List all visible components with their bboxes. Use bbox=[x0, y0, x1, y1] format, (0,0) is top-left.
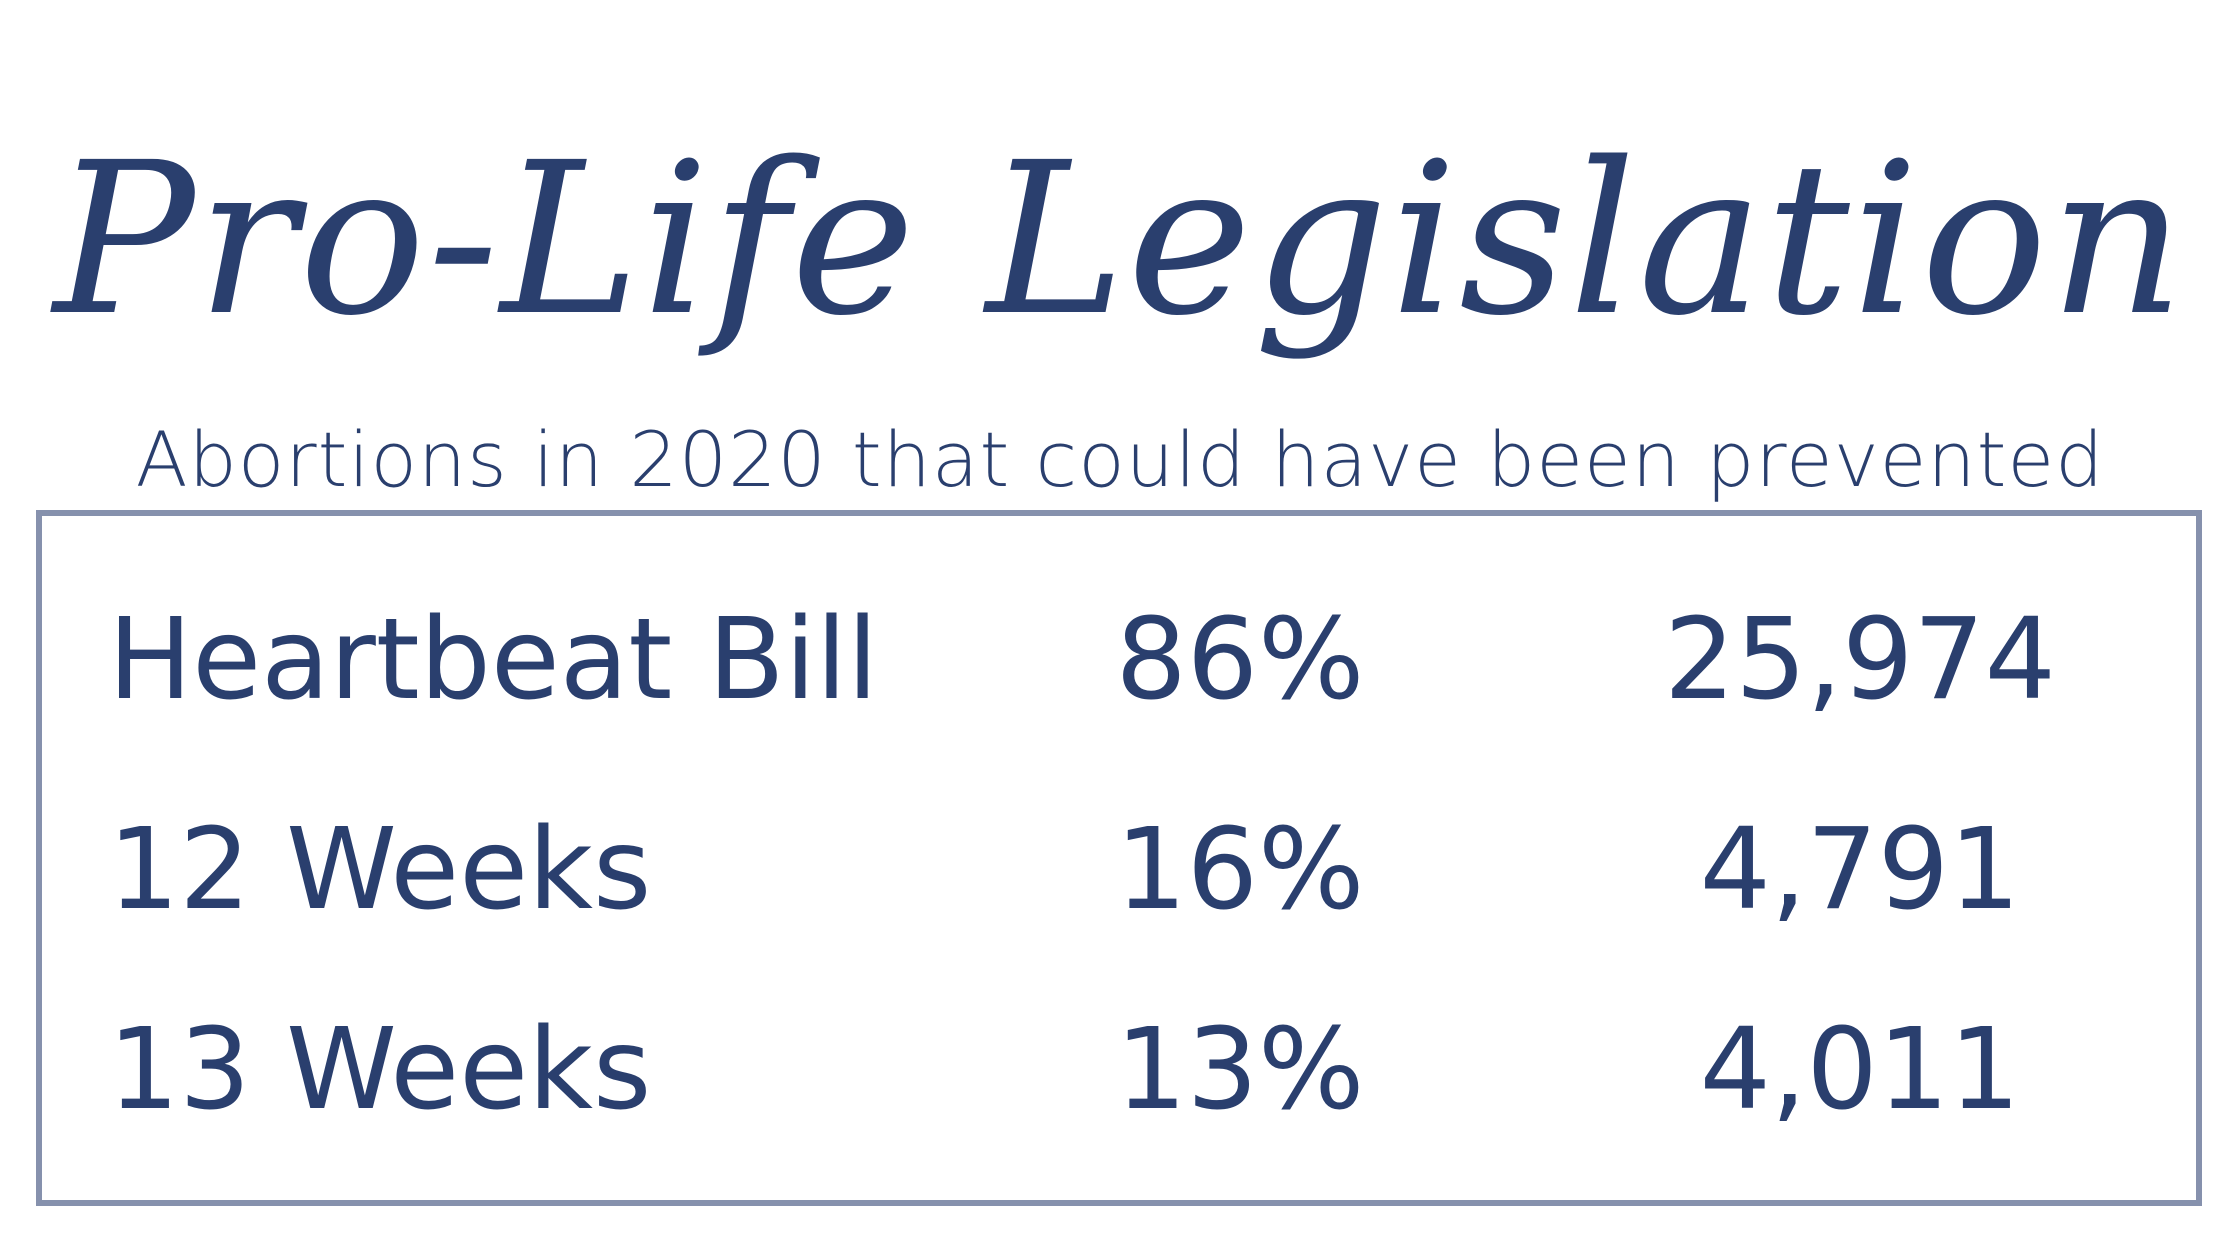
row-label: Heartbeat Bill bbox=[108, 595, 879, 725]
row-count: 4,791 bbox=[1699, 805, 2021, 935]
row-percent: 86% bbox=[1115, 595, 1365, 725]
legislation-table-frame bbox=[36, 510, 2202, 1206]
row-count: 4,011 bbox=[1699, 1005, 2021, 1135]
table-row: Heartbeat Bill 86% 25,974 bbox=[0, 580, 2240, 740]
table-row: 12 Weeks 16% 4,791 bbox=[0, 790, 2240, 950]
page-subtitle: Abortions in 2020 that could have been p… bbox=[135, 415, 2105, 504]
row-count: 25,974 bbox=[1664, 595, 2056, 725]
row-label: 12 Weeks bbox=[108, 805, 652, 935]
row-percent: 13% bbox=[1115, 1005, 1365, 1135]
page-title: Pro-Life Legislation bbox=[53, 117, 2187, 362]
table-row: 13 Weeks 13% 4,011 bbox=[0, 990, 2240, 1150]
row-label: 13 Weeks bbox=[108, 1005, 652, 1135]
row-percent: 16% bbox=[1115, 805, 1365, 935]
